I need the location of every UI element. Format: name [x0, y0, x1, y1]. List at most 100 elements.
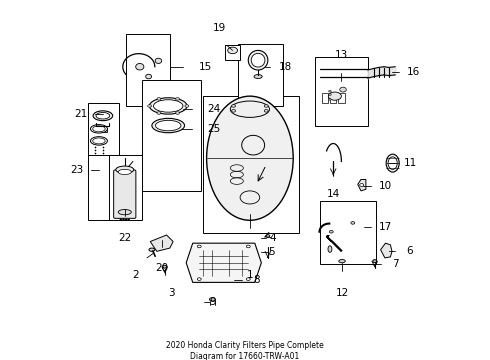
Ellipse shape: [155, 58, 162, 63]
Text: 24: 24: [207, 104, 220, 114]
Ellipse shape: [163, 265, 167, 268]
Bar: [108, 155, 142, 220]
Ellipse shape: [251, 53, 265, 67]
Ellipse shape: [207, 96, 293, 220]
Text: 4: 4: [269, 233, 276, 243]
Bar: [88, 103, 119, 155]
Ellipse shape: [153, 100, 183, 112]
Ellipse shape: [360, 184, 364, 186]
Ellipse shape: [264, 109, 268, 112]
Text: 8: 8: [253, 275, 260, 285]
Text: 9: 9: [209, 297, 216, 307]
Ellipse shape: [152, 118, 185, 133]
Ellipse shape: [146, 74, 151, 79]
Ellipse shape: [122, 219, 124, 220]
Bar: [315, 57, 368, 126]
Bar: [142, 80, 201, 191]
Ellipse shape: [329, 99, 331, 100]
Text: 10: 10: [379, 181, 392, 191]
Ellipse shape: [175, 112, 179, 114]
Ellipse shape: [147, 105, 151, 107]
Ellipse shape: [328, 246, 332, 252]
Ellipse shape: [185, 105, 189, 107]
Ellipse shape: [157, 112, 161, 114]
Text: 13: 13: [335, 50, 348, 60]
Text: 23: 23: [70, 165, 83, 175]
Ellipse shape: [386, 154, 399, 172]
Ellipse shape: [209, 298, 215, 301]
Bar: [202, 96, 299, 233]
Text: 2: 2: [132, 270, 139, 280]
Ellipse shape: [248, 50, 268, 70]
Ellipse shape: [329, 94, 331, 95]
Ellipse shape: [149, 248, 155, 251]
Ellipse shape: [339, 260, 345, 263]
Text: 20: 20: [155, 264, 168, 274]
Text: 11: 11: [404, 158, 417, 168]
Ellipse shape: [340, 87, 346, 92]
Ellipse shape: [246, 278, 250, 280]
Ellipse shape: [116, 166, 134, 173]
Ellipse shape: [329, 230, 333, 233]
Ellipse shape: [125, 219, 127, 220]
Bar: [98, 127, 107, 132]
Text: 16: 16: [407, 67, 420, 77]
Ellipse shape: [128, 219, 130, 220]
Text: 14: 14: [327, 189, 340, 199]
Text: 17: 17: [379, 222, 392, 233]
Bar: [330, 93, 337, 103]
Polygon shape: [358, 179, 366, 191]
Ellipse shape: [197, 278, 201, 280]
Ellipse shape: [149, 98, 187, 114]
Ellipse shape: [328, 92, 342, 100]
Ellipse shape: [120, 219, 122, 220]
Text: 7: 7: [392, 259, 398, 269]
Bar: [88, 155, 109, 220]
Ellipse shape: [136, 63, 144, 70]
Ellipse shape: [246, 245, 250, 248]
Text: 2020 Honda Clarity Filters Pipe Complete
Diagram for 17660-TRW-A01: 2020 Honda Clarity Filters Pipe Complete…: [166, 341, 324, 360]
Text: 12: 12: [336, 288, 349, 298]
Ellipse shape: [388, 157, 397, 169]
Ellipse shape: [329, 90, 331, 92]
Bar: [320, 201, 376, 264]
FancyBboxPatch shape: [114, 170, 136, 219]
Ellipse shape: [93, 138, 105, 144]
Ellipse shape: [266, 235, 270, 237]
Bar: [225, 45, 240, 60]
Ellipse shape: [96, 112, 110, 119]
Text: 3: 3: [168, 288, 174, 298]
Text: 21: 21: [74, 109, 87, 119]
Ellipse shape: [197, 245, 201, 248]
Ellipse shape: [242, 135, 265, 155]
Ellipse shape: [93, 126, 105, 132]
Text: 1: 1: [246, 270, 253, 280]
Ellipse shape: [232, 109, 236, 112]
Text: 25: 25: [208, 124, 221, 134]
Text: 22: 22: [118, 233, 131, 243]
Ellipse shape: [230, 101, 270, 117]
Ellipse shape: [175, 98, 179, 100]
Ellipse shape: [254, 75, 262, 78]
Polygon shape: [381, 243, 392, 258]
Ellipse shape: [118, 169, 131, 175]
Text: 5: 5: [269, 247, 275, 257]
Bar: [322, 93, 328, 103]
Text: 18: 18: [278, 62, 292, 72]
Ellipse shape: [240, 191, 260, 204]
Ellipse shape: [118, 210, 131, 215]
Ellipse shape: [373, 260, 377, 262]
Ellipse shape: [91, 125, 107, 133]
Ellipse shape: [155, 120, 181, 131]
Bar: [126, 34, 170, 106]
Ellipse shape: [228, 47, 238, 54]
Text: 15: 15: [199, 62, 213, 72]
Bar: [338, 93, 344, 103]
Text: 6: 6: [407, 246, 413, 256]
Text: 19: 19: [213, 23, 226, 33]
Ellipse shape: [91, 137, 107, 145]
Ellipse shape: [157, 98, 161, 100]
Ellipse shape: [232, 105, 236, 107]
Ellipse shape: [351, 222, 355, 224]
Ellipse shape: [93, 111, 113, 121]
